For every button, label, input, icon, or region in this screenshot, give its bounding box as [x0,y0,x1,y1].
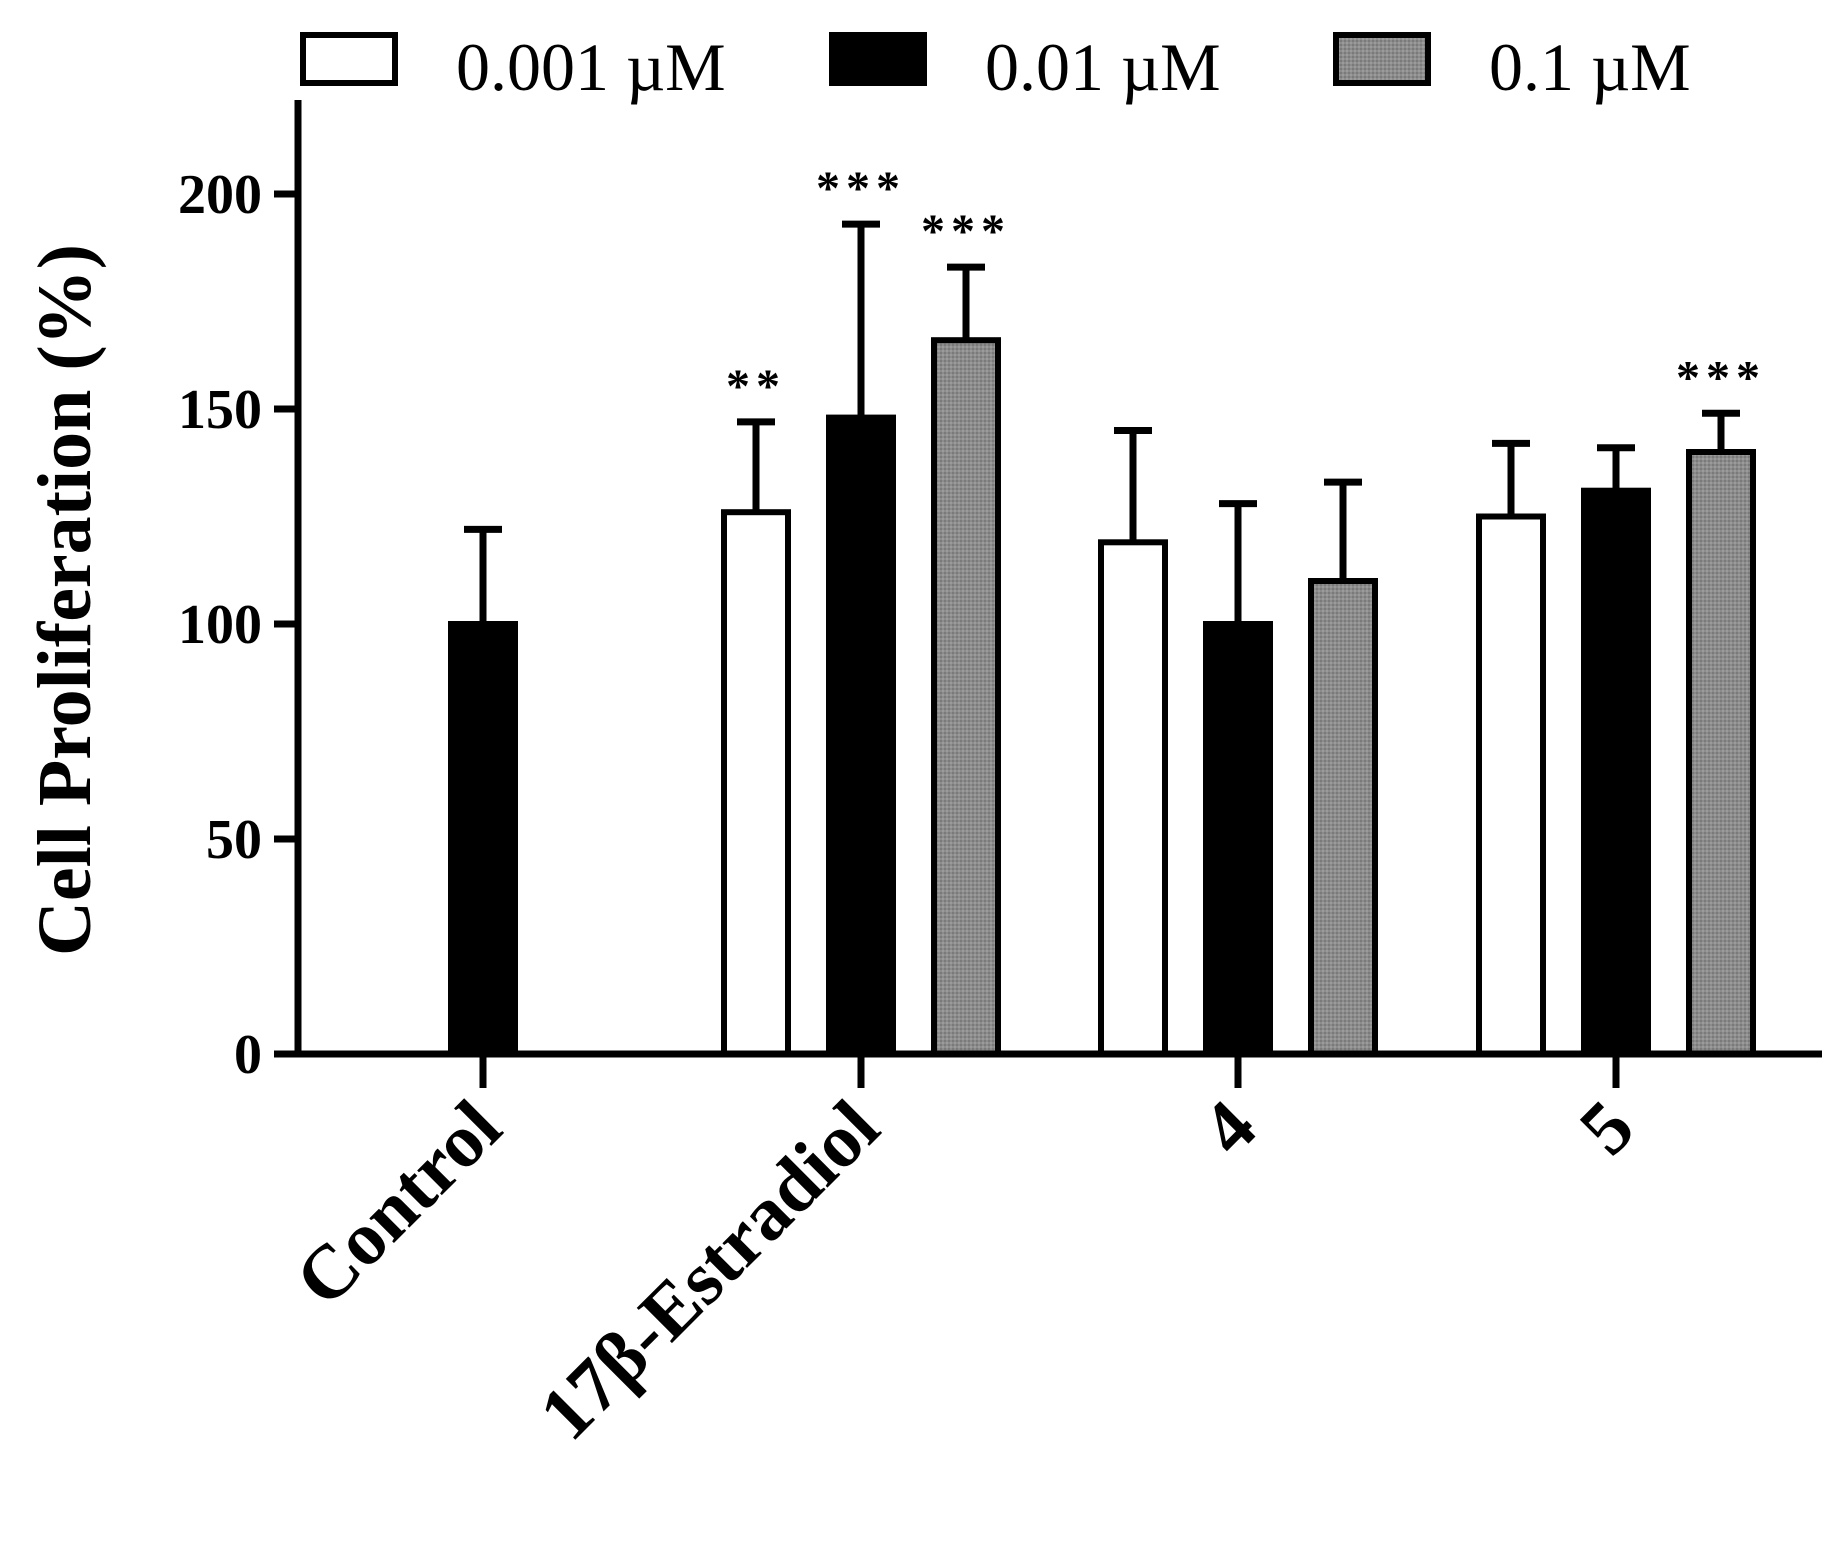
legend: 0.001 µM 0.01 µM 0.1 µM [300,29,1691,105]
bar-2-2 [1308,578,1378,1057]
y-tick-label: 50 [206,809,262,871]
legend-swatch-2 [1333,32,1431,86]
significance-label: ** [726,360,786,413]
bars: *********** [448,162,1766,1058]
legend-label-2: 0.1 µM [1489,29,1691,105]
x-tick-label: 5 [1564,1085,1650,1171]
x-tick-label: 4 [1186,1085,1272,1171]
bar-3-0 [1476,513,1546,1057]
y-tick-label: 0 [234,1024,262,1086]
legend-swatch-0 [300,32,398,86]
significance-label: *** [921,205,1011,258]
y-tick-label: 150 [178,379,262,441]
y-tick-label: 100 [178,594,262,656]
bar-3-1 [1581,487,1651,1057]
legend-label-1: 0.01 µM [985,29,1221,105]
bar-0-1 [448,621,518,1057]
legend-swatch-1 [829,32,927,86]
significance-label: *** [1676,351,1766,404]
bar-2-0 [1098,539,1168,1057]
x-tick-label: 17β-Estradiol [524,1085,895,1456]
bar-1-1 [826,414,896,1058]
bar-1-0 [721,509,791,1057]
bar-1-2 [931,337,1001,1057]
bar-3-2 [1686,449,1756,1057]
bar-2-1 [1203,621,1273,1057]
legend-label-0: 0.001 µM [456,29,726,105]
y-axis-label: Cell Proliferation (%) [23,244,107,956]
y-tick-label: 200 [178,164,262,226]
x-tick-label: Control [279,1085,517,1323]
significance-label: *** [816,162,906,215]
